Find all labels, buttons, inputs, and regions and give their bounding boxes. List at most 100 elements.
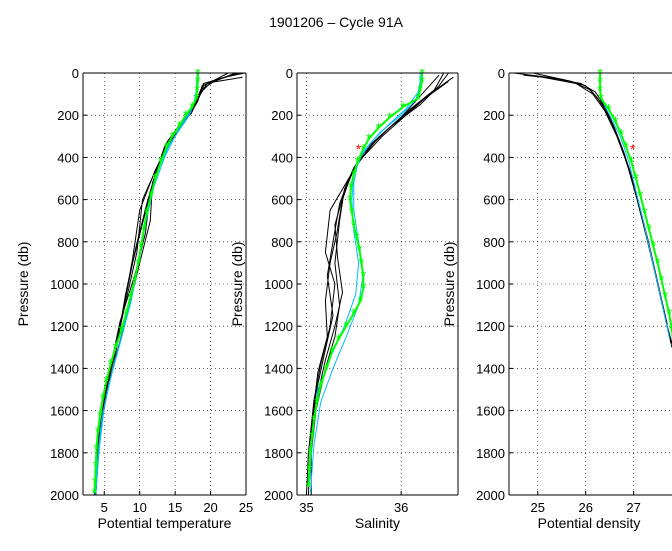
temperature-profile-marker: * — [189, 99, 195, 116]
temperature-profile-marker: * — [118, 322, 124, 339]
density-profile-marker: * — [618, 126, 624, 143]
salinity-profile-marker: * — [336, 331, 342, 348]
density-profile-marker: * — [637, 187, 643, 204]
salinity-profile-marker: * — [314, 394, 320, 411]
salinity-profile-marker: * — [347, 192, 353, 209]
salinity-profile-marker: * — [311, 411, 317, 428]
density-y-tick-label: 800 — [483, 235, 505, 250]
density-y-tick-label: 1000 — [476, 277, 505, 292]
salinity-profile-marker: * — [306, 462, 312, 479]
temperature-y-label: Pressure (db) — [15, 242, 31, 327]
temperature-profile-marker: * — [193, 90, 199, 107]
temperature-profile-marker: * — [148, 187, 154, 204]
temperature-y-tick-label: 600 — [57, 193, 79, 208]
temperature-x-tick-label: 25 — [239, 500, 253, 515]
temperature-profile-marker: * — [103, 373, 109, 390]
temperature-x-tick-label: 5 — [101, 500, 108, 515]
temperature-profile-marker: * — [158, 154, 164, 171]
density-profile-marker: * — [597, 65, 603, 82]
density-profile-line — [513, 72, 672, 348]
salinity-profile-marker: * — [355, 154, 361, 171]
temperature-x-tick-label: 15 — [168, 500, 182, 515]
density-y-tick-label: 400 — [483, 150, 505, 165]
density-profile-marker: * — [662, 289, 668, 306]
temperature-profile-marker: * — [194, 82, 200, 99]
temperature-y-tick-label: 1800 — [50, 446, 79, 461]
salinity-profile-marker: * — [309, 428, 315, 445]
temperature-profile-marker: * — [169, 128, 175, 145]
density-profile-marker: * — [659, 272, 665, 289]
salinity-y-tick-label: 0 — [286, 66, 293, 81]
temperature-profile-marker: * — [176, 118, 182, 135]
salinity-y-tick-label: 1000 — [264, 277, 293, 292]
salinity-y-tick-label: 800 — [271, 235, 293, 250]
temperature-y-tick-label: 1400 — [50, 361, 79, 376]
temperature-profile-marker: * — [97, 407, 103, 424]
temperature-profile-marker: * — [92, 474, 98, 491]
temperature-profile-marker: * — [108, 356, 114, 373]
density-profile-marker: * — [628, 154, 634, 171]
salinity-profile-marker: * — [351, 166, 357, 183]
salinity-y-tick-label: 400 — [271, 150, 293, 165]
temperature-profile-marker: * — [100, 390, 106, 407]
density-y-tick-label: 1600 — [476, 404, 505, 419]
temperature-y-tick-label: 400 — [57, 150, 79, 165]
salinity-profile-marker: * — [358, 255, 364, 272]
temperature-profile-line — [94, 72, 240, 496]
density-profile-marker: * — [671, 339, 672, 356]
salinity-y-tick-label: 1400 — [264, 361, 293, 376]
density-profile-marker: * — [597, 82, 603, 99]
salinity-profile-marker: * — [419, 73, 425, 90]
density-profile-marker: * — [597, 73, 603, 90]
temperature-profile-marker: * — [95, 424, 101, 441]
temperature-profile-marker: * — [128, 289, 134, 306]
salinity-profile-line — [307, 73, 423, 487]
density-y-tick-label: 0 — [498, 66, 505, 81]
salinity-profile-marker: * — [349, 204, 355, 221]
salinity-profile-marker: * — [376, 120, 382, 137]
temperature-grid — [83, 72, 247, 496]
density-profile-marker: * — [598, 90, 604, 107]
temperature-profile-line — [93, 73, 199, 493]
temperature-x-tick-label: 10 — [132, 500, 146, 515]
density-grid — [509, 72, 672, 496]
salinity-profile-marker: * — [307, 445, 313, 462]
temperature-profile-marker: * — [91, 485, 97, 502]
temperature-profile-marker: * — [144, 204, 150, 221]
density-x-tick-label: 25 — [531, 500, 545, 515]
density-profile-marker: * — [666, 306, 672, 323]
temperature-y-tick-label: 1200 — [50, 319, 79, 334]
salinity-profile-marker: * — [387, 109, 393, 126]
density-axes: 0 200 400 600 800 1000 1200 1400 1600 1800 2000 25 2… — [476, 66, 672, 515]
temperature-profile-marker: * — [135, 255, 141, 272]
temperature-profile-marker: * — [94, 441, 100, 458]
temperature-y-tick-label: 2000 — [50, 488, 79, 503]
density-profile-marker: * — [642, 204, 648, 221]
density-profile-marker: * — [650, 238, 656, 255]
temperature-profiles: ****************************** — [91, 65, 245, 502]
temperature-panel: ****************************** 020040060… — [15, 65, 253, 531]
salinity-profile-line — [309, 72, 423, 493]
temperature-profile-marker: * — [152, 171, 158, 188]
temperature-profile-marker: * — [123, 306, 129, 323]
temperature-profile-marker: * — [195, 65, 201, 82]
density-profile-marker: * — [646, 221, 652, 238]
density-x-label: Potential density — [538, 515, 641, 531]
salinity-profile-marker: * — [348, 179, 354, 196]
salinity-y-label: Pressure (db) — [229, 242, 245, 327]
salinity-y-tick-label: 1800 — [264, 446, 293, 461]
density-y-tick-label: 600 — [483, 193, 505, 208]
density-y-label: Pressure (db) — [441, 242, 457, 327]
salinity-profile-line — [307, 72, 445, 485]
salinity-profile-marker: * — [318, 377, 324, 394]
salinity-y-tick-label: 1600 — [264, 404, 293, 419]
temperature-y-tick-label: 1000 — [50, 277, 79, 292]
temperature-profile-line — [95, 72, 198, 493]
density-profiles: ***************************** — [513, 65, 672, 373]
salinity-profile-marker: * — [354, 230, 360, 247]
salinity-y-tick-label: 1200 — [264, 319, 293, 334]
density-y-tick-label: 1200 — [476, 319, 505, 334]
density-profile-marker: * — [606, 101, 612, 118]
temperature-profile-marker: * — [113, 339, 119, 356]
density-profile-marker: * — [655, 255, 661, 272]
